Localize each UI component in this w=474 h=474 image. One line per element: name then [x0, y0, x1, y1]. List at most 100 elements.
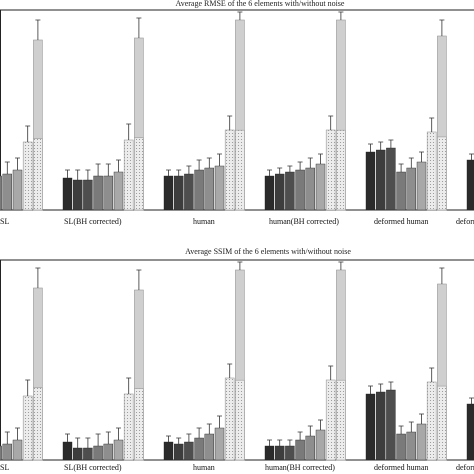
- rmse-bar-segment: [134, 137, 144, 211]
- ssim-error-bar: [35, 267, 41, 288]
- rmse-bar: [376, 149, 386, 211]
- ssim-error-bar: [75, 437, 81, 448]
- rmse-bar: [426, 131, 437, 211]
- ssim-bar: [376, 391, 386, 461]
- ssim-bar: [466, 403, 474, 461]
- ssim-error-bar: [338, 261, 344, 270]
- ssim-error-bar: [227, 363, 233, 378]
- ssim-bar-segment: [235, 379, 245, 461]
- ssim-bar-segment: [33, 387, 43, 461]
- rmse-bar: [325, 129, 336, 211]
- rmse-error-bar: [186, 165, 192, 174]
- ssim-error-bar: [318, 419, 323, 430]
- ssim-bar: [275, 445, 285, 461]
- ssim-bar: [194, 437, 204, 461]
- rmse-error-bar: [408, 157, 414, 168]
- rmse-bar: [163, 175, 174, 211]
- ssim-bar-segment: [336, 379, 346, 461]
- ssim-error-bar: [307, 425, 313, 436]
- ssim-bar: [83, 447, 93, 461]
- rmse-error-bar: [116, 159, 121, 172]
- ssim-bar: [224, 377, 235, 461]
- ssim-error-bar: [398, 425, 404, 434]
- ssim-error-bar: [328, 365, 334, 380]
- rmse-error-bar: [398, 163, 404, 172]
- rmse-bar: [173, 175, 184, 211]
- ssim-error-bar: [237, 261, 243, 270]
- ssim-error-bar: [469, 397, 474, 404]
- rmse-error-bar: [65, 169, 70, 178]
- ssim-bar: [365, 393, 376, 461]
- rmse-error-bar: [196, 159, 202, 170]
- ssim-bar: [103, 443, 114, 461]
- ssim-bars: [0, 261, 474, 461]
- ssim-cat-label-3: human: [193, 463, 215, 472]
- rmse-bar: [416, 161, 427, 211]
- rmse-error-bar: [287, 165, 293, 172]
- rmse-panel: Average RMSE of the 6 elements with/with…: [0, 0, 474, 226]
- rmse-error-bar: [4, 161, 10, 174]
- ssim-cat-label-1: SL: [0, 463, 9, 472]
- ssim-panel: Average SSIM of the 6 elements with/with…: [0, 247, 474, 472]
- ssim-chart-title: Average SSIM of the 6 elements with/with…: [185, 247, 351, 256]
- rmse-bar-segment: [336, 129, 346, 211]
- ssim-error-bar: [166, 435, 171, 442]
- rmse-error-bar: [469, 153, 474, 160]
- rmse-error-bar: [307, 157, 313, 168]
- ssim-bar: [2, 443, 12, 461]
- ssim-bar: [416, 423, 427, 461]
- rmse-chart-title: Average RMSE of the 6 elements with/with…: [176, 0, 345, 8]
- ssim-error-bar: [136, 269, 142, 290]
- rmse-error-bar: [75, 169, 81, 180]
- rmse-bar: [285, 171, 295, 211]
- rmse-error-bar: [388, 139, 394, 148]
- rmse-error-bar: [166, 169, 171, 176]
- ssim-error-bar: [429, 367, 435, 382]
- ssim-bar: [214, 427, 225, 461]
- ssim-error-bar: [85, 437, 91, 448]
- rmse-error-bar: [35, 19, 41, 40]
- rmse-cat-label-3: human: [193, 217, 215, 226]
- ssim-bar: [62, 441, 73, 461]
- ssim-bar: [12, 439, 23, 461]
- ssim-error-bar: [15, 427, 20, 440]
- rmse-error-bar: [95, 163, 101, 176]
- rmse-bar: [224, 129, 235, 211]
- ssim-bar: [325, 379, 336, 461]
- ssim-error-bar: [116, 427, 121, 440]
- rmse-error-bar: [217, 153, 222, 166]
- rmse-error-bar: [277, 167, 283, 174]
- rmse-error-bar: [15, 157, 20, 170]
- rmse-error-bar: [429, 117, 435, 132]
- rmse-bar: [365, 151, 376, 211]
- rmse-bar: [295, 169, 305, 211]
- rmse-error-bar: [237, 11, 243, 20]
- rmse-error-bar: [368, 143, 373, 152]
- rmse-bar: [62, 177, 73, 211]
- ssim-bar: [163, 441, 174, 461]
- rmse-cat-label-2: SL(BH corrected): [64, 217, 122, 226]
- ssim-error-bar: [388, 381, 394, 390]
- ssim-bar: [264, 445, 275, 461]
- rmse-bar: [103, 175, 114, 211]
- ssim-bar: [113, 439, 124, 461]
- rmse-bar: [466, 159, 474, 211]
- rmse-bar: [72, 179, 83, 211]
- rmse-bar: [194, 169, 204, 211]
- ssim-error-bar: [378, 383, 384, 392]
- ssim-error-bar: [217, 415, 222, 428]
- ssim-error-bar: [206, 423, 212, 434]
- ssim-cat-label-5: deformed human: [374, 463, 428, 472]
- rmse-cat-label-5: deformed human: [374, 217, 428, 226]
- rmse-error-bar: [338, 11, 344, 20]
- rmse-bar-segment: [33, 138, 43, 211]
- ssim-bar: [22, 395, 33, 461]
- ssim-bar: [315, 429, 326, 461]
- rmse-bar: [406, 167, 416, 211]
- ssim-error-bar: [105, 431, 111, 444]
- rmse-bar: [315, 163, 326, 211]
- ssim-bar: [426, 381, 437, 461]
- ssim-error-bar: [4, 431, 10, 444]
- ssim-error-bar: [277, 439, 283, 446]
